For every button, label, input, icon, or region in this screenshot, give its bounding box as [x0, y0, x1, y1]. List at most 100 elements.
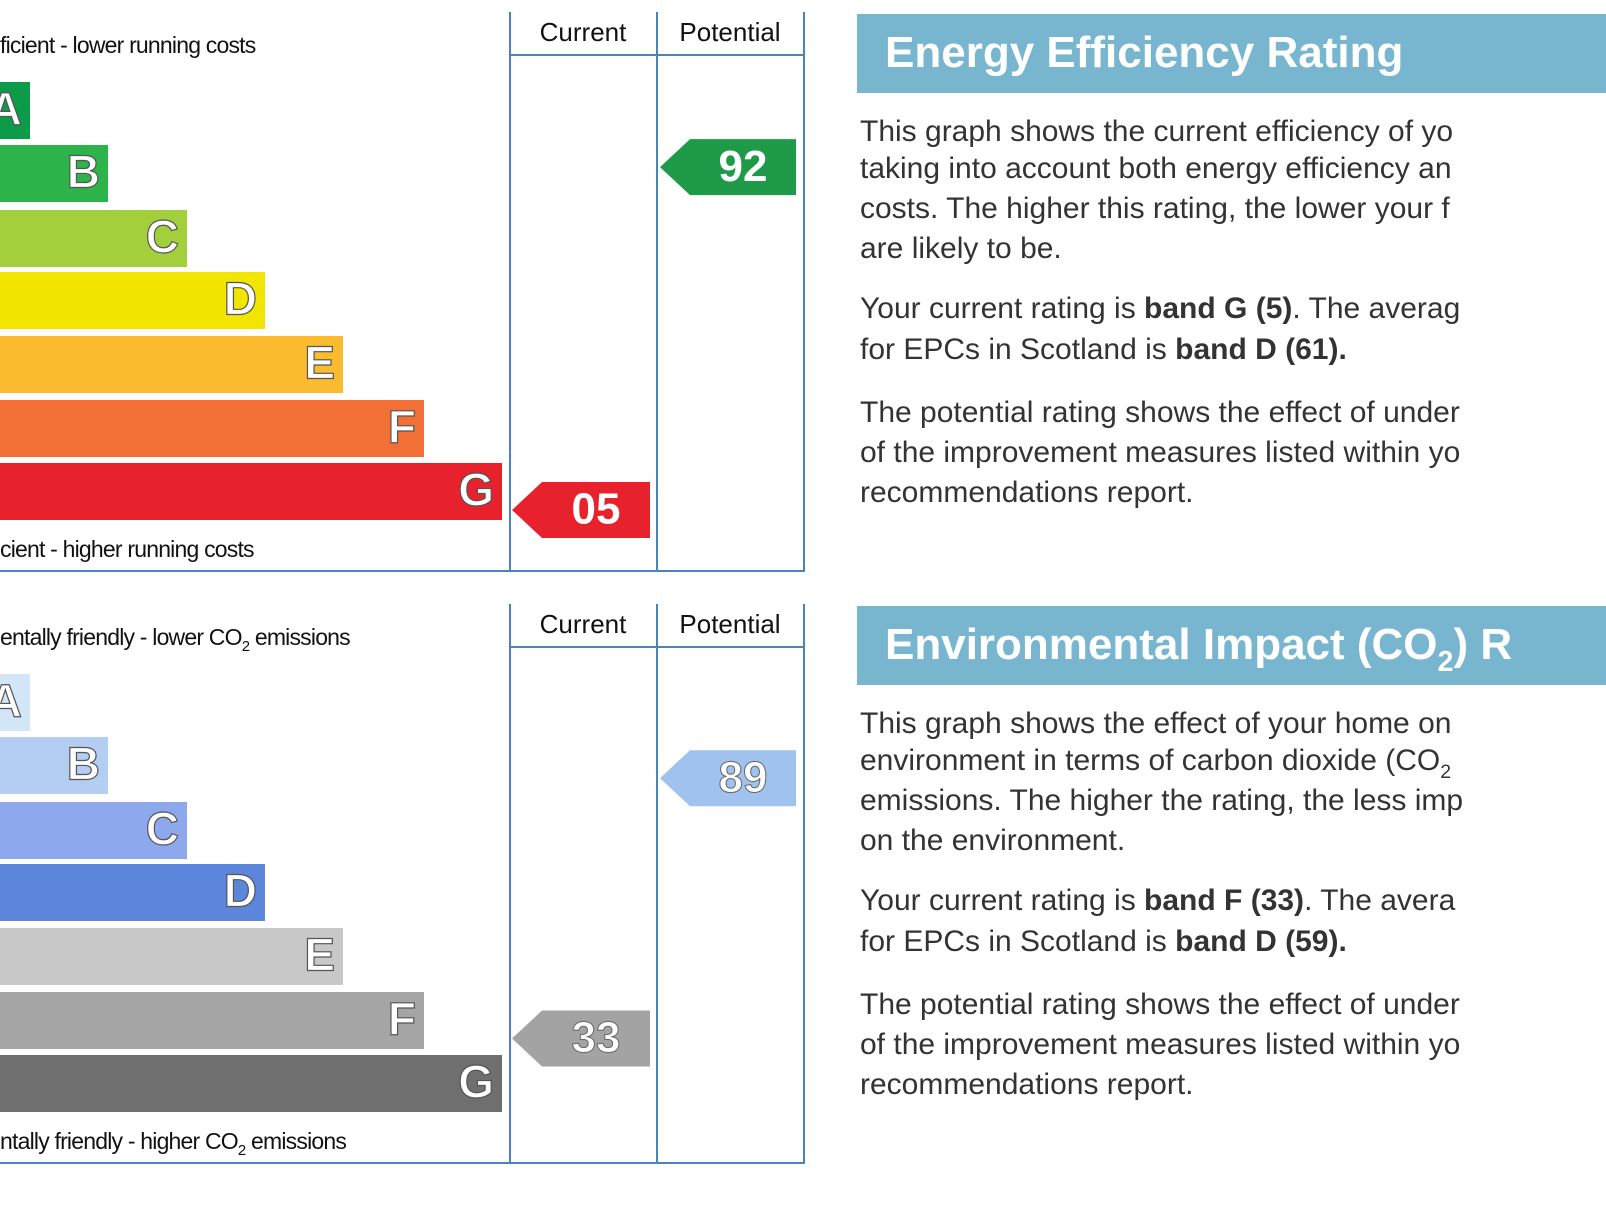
band-letter: F — [388, 993, 416, 1045]
band-bar — [0, 210, 187, 267]
text-segment: for EPCs in Scotland is — [860, 333, 1175, 366]
text-segment: ntally friendly - higher CO — [0, 1128, 238, 1154]
paragraph-line: Your current rating is band G (5). The a… — [860, 292, 1460, 325]
text-segment: are likely to be. — [860, 232, 1062, 265]
band-bar — [0, 864, 265, 921]
column-header: Potential — [679, 17, 780, 47]
paragraph-line: Your current rating is band F (33). The … — [860, 884, 1456, 917]
paragraph-line: The potential rating shows the effect of… — [860, 988, 1460, 1021]
scale-bottom-label: cient - higher running costs — [0, 536, 254, 562]
paragraph-line: of the improvement measures listed withi… — [860, 1028, 1460, 1061]
paragraph-line: The potential rating shows the effect of… — [860, 396, 1460, 429]
bold-text: band F (33) — [1144, 884, 1304, 917]
text-segment: emissions — [249, 624, 350, 650]
subscript: 2 — [1438, 646, 1454, 678]
column-header: Current — [540, 609, 627, 639]
paragraph-line: for EPCs in Scotland is band D (61). — [860, 333, 1347, 366]
column-header: Potential — [679, 609, 780, 639]
section-heading-box — [857, 14, 1606, 93]
band-bar — [0, 145, 108, 202]
subscript: 2 — [238, 1142, 246, 1159]
band-bar — [0, 272, 265, 329]
text-segment: Your current rating is — [860, 292, 1144, 325]
paragraph-line: are likely to be. — [860, 232, 1062, 265]
paragraph-line: costs. The higher this rating, the lower… — [860, 192, 1450, 225]
bold-text: band G (5) — [1144, 292, 1292, 325]
current-rating: 33 — [572, 1013, 621, 1062]
band-letter: B — [67, 738, 100, 790]
bold-text: band D (59). — [1175, 925, 1347, 958]
text-segment: of the improvement measures listed withi… — [860, 436, 1460, 469]
paragraph-line: This graph shows the current efficiency … — [860, 115, 1453, 148]
paragraph-line: emissions. The higher the rating, the le… — [860, 784, 1463, 817]
text-segment: taking into account both energy efficien… — [860, 152, 1452, 185]
band-letter: B — [67, 146, 100, 198]
band-letter: G — [458, 1056, 494, 1108]
band-letter: A — [0, 83, 22, 135]
paragraph-line: taking into account both energy efficien… — [860, 152, 1452, 185]
potential-rating: 92 — [719, 142, 768, 191]
text-segment: costs. The higher this rating, the lower… — [860, 192, 1450, 225]
text-segment: The potential rating shows the effect of… — [860, 988, 1460, 1021]
scale-bottom-label: ntally friendly - higher CO2 emissions — [0, 1128, 346, 1159]
band-bar — [0, 928, 343, 985]
paragraph-line: recommendations report. — [860, 476, 1194, 509]
paragraph-line: This graph shows the effect of your home… — [860, 707, 1451, 740]
band-letter: D — [224, 865, 257, 917]
band-bar — [0, 82, 30, 139]
text-segment: emissions. The higher the rating, the le… — [860, 784, 1463, 817]
band-bar — [0, 992, 424, 1049]
band-bar — [0, 400, 424, 457]
band-bar — [0, 737, 108, 794]
band-bar — [0, 802, 187, 859]
band-letter: D — [224, 273, 257, 325]
text-segment: Environmental Impact (CO — [885, 620, 1438, 669]
text-segment: ) R — [1453, 620, 1512, 669]
bold-text: band D (61). — [1175, 333, 1347, 366]
section-heading: Energy Efficiency Rating — [885, 28, 1403, 77]
text-segment: recommendations report. — [860, 476, 1194, 509]
text-segment: This graph shows the effect of your home… — [860, 707, 1451, 740]
scale-top-label: entally friendly - lower CO2 emissions — [0, 624, 350, 655]
band-bar — [0, 674, 30, 731]
section-heading-box — [857, 606, 1606, 685]
text-segment: Energy Efficiency Rating — [885, 28, 1403, 77]
band-bar — [0, 463, 502, 520]
text-segment: emissions — [245, 1128, 346, 1154]
text-segment: for EPCs in Scotland is — [860, 925, 1175, 958]
paragraph-line: on the environment. — [860, 824, 1125, 857]
band-letter: C — [146, 211, 179, 263]
paragraph-line: recommendations report. — [860, 1068, 1194, 1101]
potential-rating: 89 — [719, 753, 768, 802]
section-heading: Environmental Impact (CO2) R — [885, 620, 1512, 678]
subscript: 2 — [242, 638, 250, 655]
band-letter: F — [388, 401, 416, 453]
text-segment: . The averag — [1292, 292, 1460, 325]
text-segment: on the environment. — [860, 824, 1125, 857]
current-arrow — [512, 482, 650, 539]
column-header: Current — [540, 17, 627, 47]
paragraph-line: of the improvement measures listed withi… — [860, 436, 1460, 469]
potential-arrow — [660, 750, 796, 807]
scale-top-label: ficient - lower running costs — [0, 32, 256, 58]
subscript: 2 — [1440, 761, 1451, 783]
band-bar — [0, 336, 343, 393]
text-segment: environment in terms of carbon dioxide (… — [860, 744, 1440, 777]
potential-arrow — [660, 139, 796, 196]
text-segment: . The avera — [1304, 884, 1456, 917]
band-bar — [0, 1055, 502, 1112]
current-arrow — [512, 1010, 650, 1067]
band-letter: C — [146, 803, 179, 855]
band-letter: A — [0, 675, 22, 727]
band-letter: G — [458, 464, 494, 516]
text-segment: Your current rating is — [860, 884, 1144, 917]
text-segment: of the improvement measures listed withi… — [860, 1028, 1460, 1061]
band-letter: E — [304, 337, 335, 389]
text-segment: entally friendly - lower CO — [0, 624, 242, 650]
text-segment: cient - higher running costs — [0, 536, 254, 562]
paragraph-line: for EPCs in Scotland is band D (59). — [860, 925, 1347, 958]
band-letter: E — [304, 929, 335, 981]
text-segment: This graph shows the current efficiency … — [860, 115, 1453, 148]
paragraph-line: environment in terms of carbon dioxide (… — [860, 744, 1451, 783]
